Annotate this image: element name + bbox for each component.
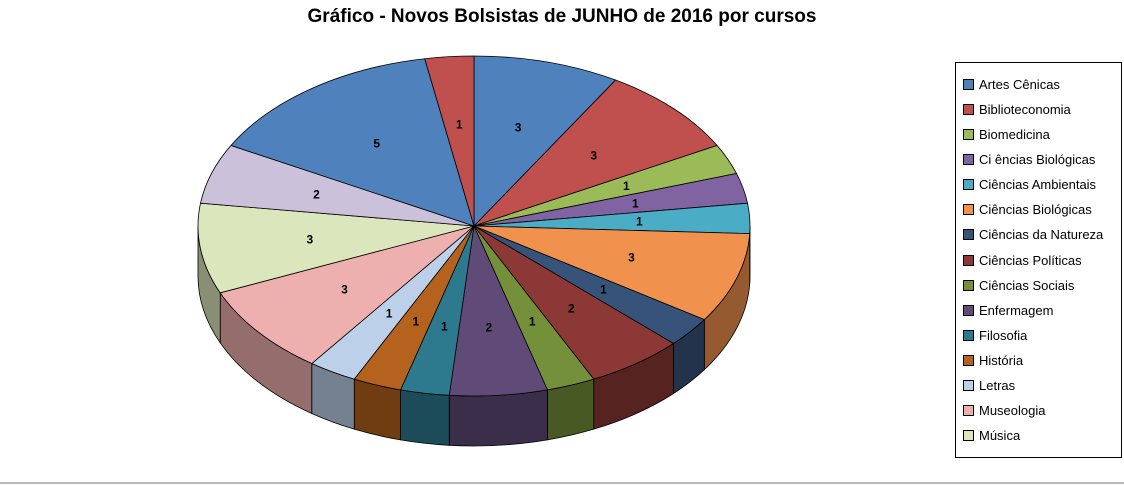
slice-value-label: 1 xyxy=(412,315,419,329)
legend-item[interactable]: Ciências da Natureza xyxy=(963,227,1119,242)
legend-item[interactable]: História xyxy=(963,353,1119,368)
legend-item[interactable]: Ciências Ambientais xyxy=(963,177,1119,192)
legend-label: Ciências Ambientais xyxy=(979,177,1097,193)
legend-swatch xyxy=(963,354,974,366)
legend-swatch xyxy=(963,254,974,266)
legend-label: Artes Cênicas xyxy=(979,77,1060,93)
chart-title: Gráfico - Novos Bolsistas de JUNHO de 20… xyxy=(307,6,817,27)
pie-slice[interactable] xyxy=(197,202,475,294)
legend-label: História xyxy=(979,352,1024,368)
legend-label: Biomedicina xyxy=(979,127,1050,143)
legend-swatch xyxy=(963,304,974,316)
legend-item[interactable]: Música xyxy=(963,428,1119,443)
legend-label: Ciências da Natureza xyxy=(979,227,1104,243)
pie-slice[interactable] xyxy=(473,55,617,227)
legend-swatch xyxy=(963,279,974,291)
legend-label: Filosofia xyxy=(979,327,1028,343)
slice-value-label: 1 xyxy=(386,307,393,321)
legend-item[interactable]: Enfermagem xyxy=(963,303,1119,318)
slice-value-label: 3 xyxy=(307,233,314,247)
legend-swatch xyxy=(963,204,974,216)
legend-item[interactable]: Ciências Políticas xyxy=(963,253,1119,268)
legend-item[interactable]: Biomedicina xyxy=(963,127,1119,142)
legend-item[interactable]: Biblioteconomia xyxy=(963,102,1119,117)
slice-value-label: 1 xyxy=(632,196,639,210)
legend-swatch xyxy=(963,104,974,116)
legend-item[interactable]: Museologia xyxy=(963,403,1119,418)
legend-swatch xyxy=(963,379,974,391)
slice-value-label: 1 xyxy=(441,319,448,333)
pie-slice[interactable] xyxy=(473,79,718,227)
legend-item[interactable]: Artes Cênicas xyxy=(963,77,1119,92)
legend-swatch xyxy=(963,129,974,141)
legend-swatch xyxy=(963,329,974,341)
legend: Artes Cênicas Biblioteconomia Biomedicina C… xyxy=(955,62,1122,458)
slice-value-label: 1 xyxy=(600,283,607,297)
slice-value-label: 1 xyxy=(636,214,643,228)
slice-value-label: 3 xyxy=(341,283,348,297)
legend-item[interactable]: Filosofia xyxy=(963,328,1119,343)
pie-slice-side[interactable] xyxy=(400,389,450,446)
legend-swatch xyxy=(963,79,974,91)
slice-value-label: 1 xyxy=(456,117,463,131)
slice-value-label: 2 xyxy=(485,321,492,335)
slice-value-label: 1 xyxy=(529,315,536,329)
pie-slice-side[interactable] xyxy=(448,389,548,447)
pie-slice[interactable] xyxy=(230,58,475,227)
legend-swatch xyxy=(963,404,974,416)
slice-value-label: 3 xyxy=(515,121,522,135)
legend-label: Enfermagem xyxy=(979,302,1054,318)
slice-value-label: 2 xyxy=(568,302,575,316)
legend-item[interactable]: Letras xyxy=(963,378,1119,393)
slice-value-label: 1 xyxy=(623,179,630,193)
slice-value-label: 3 xyxy=(590,149,597,163)
legend-swatch xyxy=(963,154,974,166)
legend-label: Ciências Biológicas xyxy=(979,202,1092,218)
bottom-divider xyxy=(0,482,1124,484)
pie-slice[interactable] xyxy=(219,225,475,364)
legend-item[interactable]: Ci ências Biológicas xyxy=(963,152,1119,167)
legend-label: Ci ências Biológicas xyxy=(979,152,1096,168)
slice-value-label: 5 xyxy=(373,137,380,151)
legend-label: Ciências Sociais xyxy=(979,277,1075,293)
legend-item[interactable]: Ciências Biológicas xyxy=(963,202,1119,217)
pie-slice[interactable] xyxy=(424,55,475,227)
legend-label: Museologia xyxy=(979,402,1046,418)
legend-swatch xyxy=(963,229,974,241)
legend-label: Biblioteconomia xyxy=(979,102,1071,118)
legend-label: Ciências Políticas xyxy=(979,252,1082,268)
legend-label: Música xyxy=(979,427,1021,443)
legend-swatch xyxy=(963,179,974,191)
pie-slice[interactable] xyxy=(473,225,751,321)
slice-value-label: 3 xyxy=(628,251,635,265)
slice-value-label: 2 xyxy=(313,188,320,202)
legend-swatch xyxy=(963,429,974,441)
legend-item[interactable]: Ciências Sociais xyxy=(963,278,1119,293)
legend-label: Letras xyxy=(979,377,1016,393)
